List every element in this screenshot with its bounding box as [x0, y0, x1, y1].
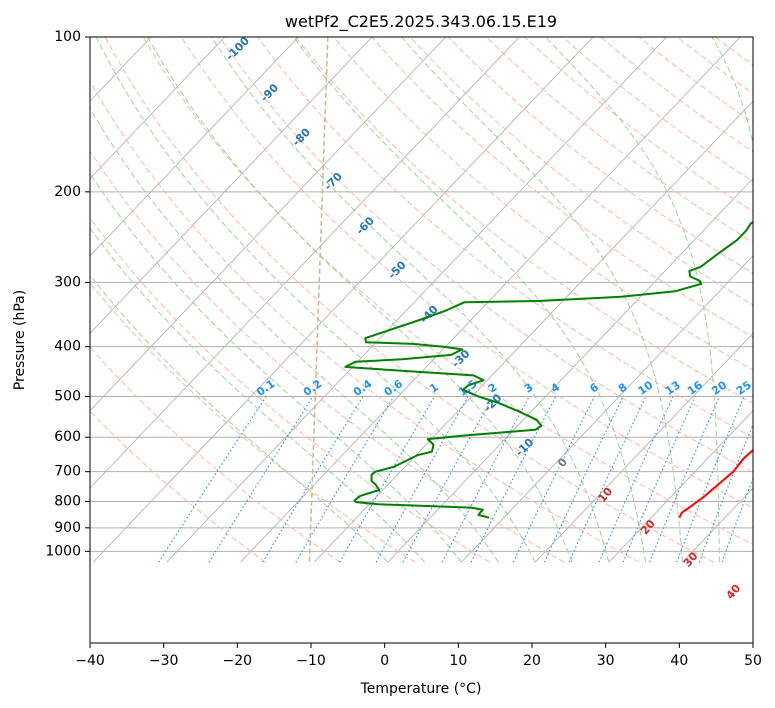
- mixing-ratio-line: [721, 476, 753, 563]
- dry-adiabat-line: [90, 80, 640, 563]
- x-tick-label: −10: [296, 653, 326, 669]
- dry-adiabat-line: [371, 37, 753, 338]
- y-tick-label: 1000: [45, 543, 81, 559]
- isotherm-line: [90, 37, 447, 412]
- isotherm-line: [90, 37, 299, 257]
- dry-adiabat-line: [218, 37, 753, 473]
- moist-adiabat-line: [211, 37, 610, 563]
- dry-adiabat-line: [90, 217, 491, 563]
- lcl-reference-line: [308, 37, 329, 563]
- x-tick-label: 40: [670, 653, 688, 669]
- y-tick-label: 300: [54, 274, 81, 290]
- x-tick-label: −30: [149, 653, 179, 669]
- y-tick-label: 500: [54, 389, 81, 405]
- dry-adiabat-line: [90, 282, 416, 563]
- mixing-ratio-line: [375, 396, 469, 563]
- dry-adiabat-line: [90, 410, 266, 563]
- moist-adiabat-line: [401, 37, 683, 563]
- isotherm-line: [534, 332, 753, 563]
- dry-adiabat-line: [104, 37, 715, 563]
- chart-title: wetPf2_C2E5.2025.343.06.15.E19: [285, 12, 557, 32]
- moist-adiabat-line: [90, 107, 499, 563]
- dry-adiabat-line: [257, 37, 753, 439]
- mixing-ratio-line: [158, 396, 267, 563]
- dry-adiabat-line: [447, 37, 753, 274]
- moist-adiabat-line: [147, 37, 573, 563]
- x-tick-label: 30: [597, 653, 615, 669]
- dry-adiabat-line: [409, 37, 753, 306]
- mixing-ratio-line: [598, 396, 674, 563]
- moist-adiabat-line: [90, 172, 462, 563]
- x-tick-label: 0: [380, 653, 389, 669]
- y-tick-label: 200: [54, 184, 81, 200]
- x-axis-label: Temperature (°C): [360, 681, 482, 697]
- isotherm-line: [90, 37, 373, 334]
- mixing-ratio-line: [649, 396, 721, 563]
- isotherm-line: [90, 37, 226, 180]
- moist-adiabat-line: [95, 37, 536, 563]
- mixing-ratio-line: [698, 423, 753, 563]
- dry-adiabat-line: [333, 37, 753, 371]
- isotherm-line: [756, 37, 775, 562]
- isotherm-line: [92, 37, 594, 563]
- y-tick-label: 600: [54, 429, 81, 445]
- mixing-ratio-line: [676, 396, 745, 563]
- mixing-ratio-label: 25: [734, 378, 754, 397]
- x-tick-label: 50: [744, 653, 762, 669]
- dewpoint-profile-line: [344, 221, 753, 519]
- isotherm-line: [608, 410, 753, 563]
- x-tick-label: −20: [223, 653, 253, 669]
- isotherm-line: [90, 37, 520, 489]
- y-tick-label: 800: [54, 494, 81, 510]
- dry-adiabat-line: [90, 150, 565, 563]
- y-tick-label: 100: [54, 29, 81, 45]
- mixing-ratio-label: 30: [754, 378, 774, 398]
- isotherm-line: [166, 37, 668, 563]
- y-axis-ticks: 100 200 300 400 500 600 700 800 900 1000: [45, 29, 90, 559]
- mixing-ratio-line: [295, 396, 395, 563]
- x-axis-ticks: −40 −30 −20 −10 0 10 20 30 40 50: [75, 643, 762, 669]
- mixing-ratio-line: [402, 396, 494, 563]
- plot-frame: [89, 36, 754, 644]
- isotherm-line: [240, 37, 741, 563]
- y-axis-label: Pressure (hPa): [12, 290, 28, 390]
- x-tick-label: −40: [75, 653, 105, 669]
- isotherm-line: [461, 255, 753, 563]
- profile-series: [344, 221, 753, 519]
- background-lines: [0, 37, 775, 563]
- moist-adiabat-line: [293, 37, 647, 563]
- moist-adiabat-line: [90, 274, 389, 563]
- y-tick-label: 400: [54, 339, 81, 355]
- mixing-ratio-line: [441, 396, 530, 563]
- mixing-ratio-line: [568, 396, 647, 563]
- dry-adiabat-line: [753, 37, 775, 562]
- isotherm-line: [0, 37, 4, 562]
- x-tick-label: 20: [523, 653, 541, 669]
- moist-adiabat-line: [545, 37, 720, 563]
- x-tick-label: 10: [449, 653, 467, 669]
- dry-adiabat-line: [90, 346, 341, 563]
- y-tick-label: 700: [54, 464, 81, 480]
- moist-adiabat-line: [90, 227, 426, 563]
- y-tick-label: 900: [54, 520, 81, 536]
